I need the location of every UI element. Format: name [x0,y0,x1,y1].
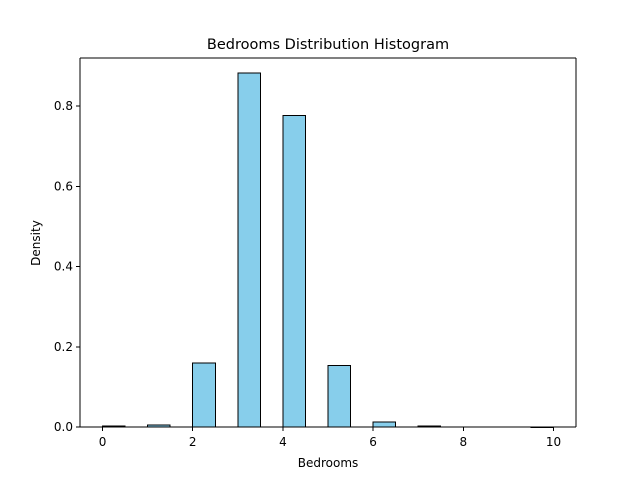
histogram-bar-2 [192,362,216,428]
axes [79,57,577,428]
chart-title: Bedrooms Distribution Histogram [207,37,449,53]
histogram-bar-6 [372,421,397,428]
bar-group [102,72,554,428]
x-tick-label: 6 [369,435,377,449]
x-axis-label: Bedrooms [298,456,359,470]
histogram-bar-5 [327,365,352,428]
x-tick-label: 4 [279,435,287,449]
x-tick-label: 8 [459,435,467,449]
y-ticks: 0.0 0.2 0.4 0.6 0.8 [54,99,80,434]
y-tick-label: 0.8 [54,99,73,113]
x-ticks: 0 2 4 6 8 10 [99,427,561,449]
y-tick-label: 0.2 [54,340,73,354]
x-tick-label: 10 [546,435,561,449]
histogram-bar-4 [282,114,306,428]
y-tick-label: 0.6 [54,179,73,193]
y-tick-label: 0.4 [54,260,73,274]
histogram-bar-3 [237,72,261,428]
y-axis-label: Density [29,220,43,266]
y-tick-label: 0.0 [54,420,73,434]
x-tick-label: 2 [189,435,197,449]
x-tick-label: 0 [99,435,107,449]
